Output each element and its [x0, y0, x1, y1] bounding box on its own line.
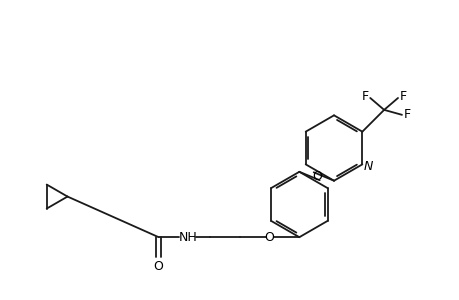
Text: F: F — [403, 108, 409, 121]
Text: O: O — [264, 231, 274, 244]
Text: F: F — [361, 89, 368, 103]
Text: F: F — [398, 89, 406, 103]
Text: NH: NH — [179, 231, 197, 244]
Text: O: O — [311, 170, 321, 183]
Text: N: N — [363, 160, 372, 173]
Text: O: O — [153, 260, 163, 273]
